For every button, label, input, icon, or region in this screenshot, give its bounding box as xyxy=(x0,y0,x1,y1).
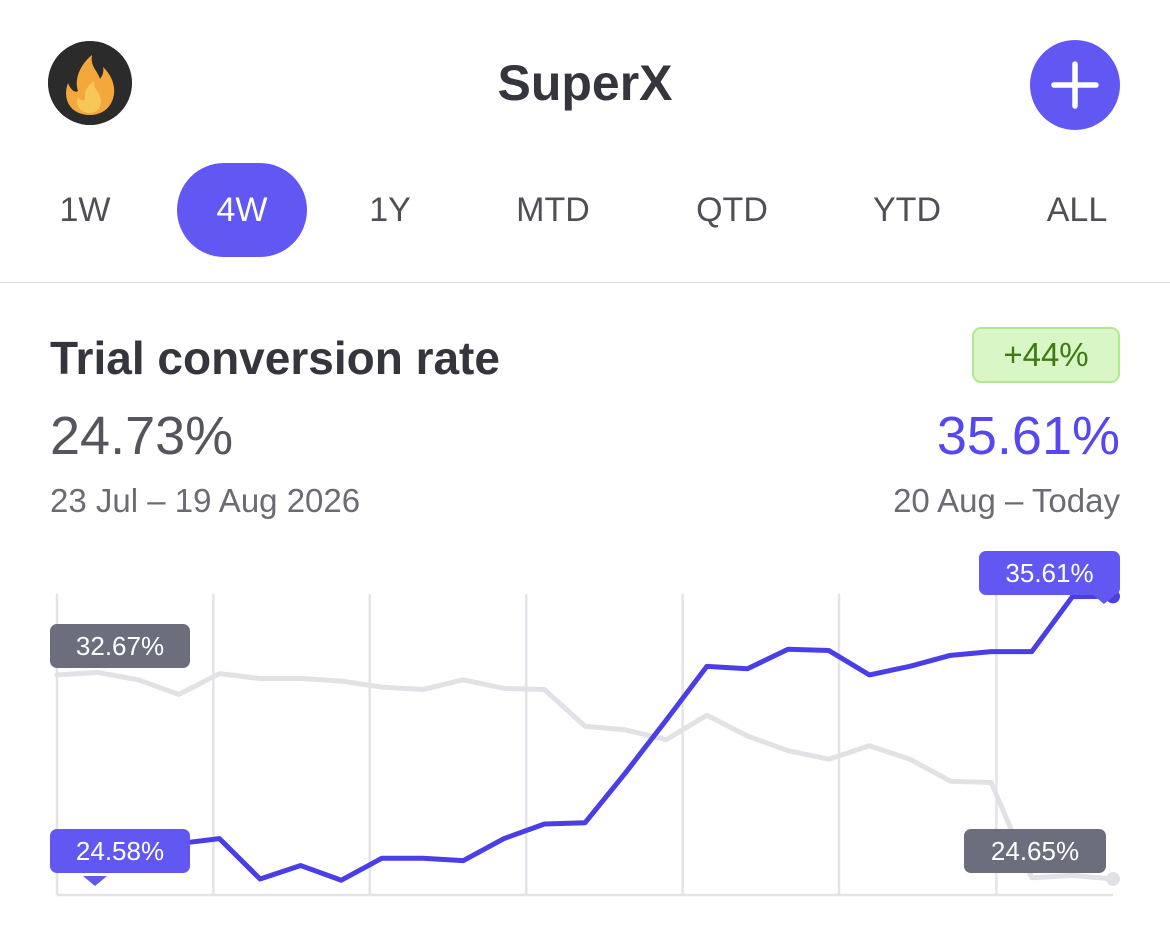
plus-icon xyxy=(1051,61,1099,109)
previous-period-line xyxy=(54,669,1116,882)
previous-value: 24.73% xyxy=(50,406,234,466)
divider xyxy=(0,282,1170,283)
current-value: 35.61% xyxy=(936,406,1120,466)
range-tab-4w[interactable]: 4W xyxy=(177,163,307,257)
previous-period: 23 Jul – 19 Aug 2026 xyxy=(50,482,361,519)
range-tab-ytd[interactable]: YTD xyxy=(873,191,941,229)
previous-end-label-bg xyxy=(964,829,1106,873)
metric-title: Trial conversion rate xyxy=(50,332,500,384)
current-start-label: 24.58% xyxy=(76,836,164,866)
avatar[interactable] xyxy=(48,41,132,125)
range-tab-all[interactable]: ALL xyxy=(1046,191,1108,229)
range-tab-1y[interactable]: 1Y xyxy=(369,191,411,229)
range-tab-mtd[interactable]: MTD xyxy=(516,191,590,229)
previous-end-dot xyxy=(1106,872,1120,886)
add-button[interactable] xyxy=(1030,40,1120,130)
range-tab-qtd[interactable]: QTD xyxy=(696,191,768,229)
trend-chart[interactable]: 32.67% 24.65% 24.58% 35.61% xyxy=(0,540,1170,940)
current-end-label-bg xyxy=(979,551,1120,595)
previous-end-label: 24.65% xyxy=(991,836,1079,866)
range-tab-1w[interactable]: 1W xyxy=(59,191,111,229)
previous-start-label: 32.67% xyxy=(76,631,164,661)
current-end-label: 35.61% xyxy=(1005,558,1093,588)
current-period-line xyxy=(95,593,1116,883)
fire-icon xyxy=(48,41,132,125)
previous-start-label-bg xyxy=(50,624,190,668)
current-start-pointer xyxy=(83,876,107,886)
app-title: SuperX xyxy=(497,55,673,111)
current-start-label-bg xyxy=(50,829,190,873)
current-period: 20 Aug – Today xyxy=(893,482,1120,519)
change-badge: +44% xyxy=(972,327,1120,383)
current-end-pointer xyxy=(1092,594,1116,604)
